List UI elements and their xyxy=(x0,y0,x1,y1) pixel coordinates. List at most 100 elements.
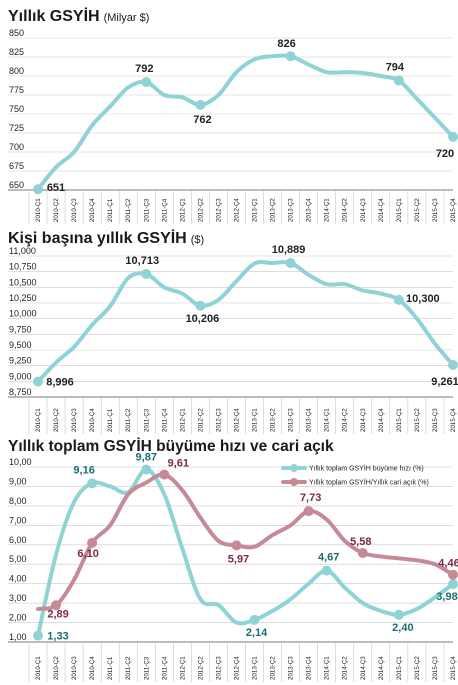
x-tick-label: 2015-Ç1 xyxy=(396,408,403,432)
data-label: 2,40 xyxy=(392,622,413,634)
x-tick-label: 2012-Ç4 xyxy=(233,656,240,680)
x-tick-label: 2011-Ç2 xyxy=(125,408,132,432)
data-label: 9,261 xyxy=(431,376,458,388)
data-point xyxy=(448,579,458,590)
data-point xyxy=(195,99,206,110)
x-tick-label: 2015-Ç4 xyxy=(450,198,457,222)
y-tick-label: 10,250 xyxy=(9,293,37,303)
x-tick-label: 2012-Ç2 xyxy=(197,198,204,222)
x-tick-label: 2013-Ç2 xyxy=(270,408,277,432)
y-tick-label: 10,750 xyxy=(9,262,37,272)
data-label: 10,206 xyxy=(186,313,220,325)
data-point xyxy=(33,184,43,195)
data-label: 4,46 xyxy=(438,558,458,570)
x-tick-label: 2014-Ç1 xyxy=(324,656,331,680)
data-point xyxy=(51,600,62,611)
x-tick-label: 2014-Ç3 xyxy=(360,656,367,680)
x-tick-label: 2011-Ç1 xyxy=(107,408,114,432)
y-tick-label: 2,00 xyxy=(9,613,27,623)
y-tick-label: 6,00 xyxy=(9,535,27,545)
data-point xyxy=(393,75,404,86)
x-tick-label: 2011-Ç3 xyxy=(143,198,150,222)
data-point xyxy=(141,268,152,279)
legend-marker xyxy=(290,464,298,472)
x-tick-label: 2010-Ç1 xyxy=(35,656,42,680)
y-tick-label: 7,00 xyxy=(9,515,27,525)
data-point xyxy=(448,569,458,580)
x-tick-label: 2014-Ç1 xyxy=(324,408,331,432)
chart-panel-3: Yıllık toplam GSYİH büyüme hızı ve cari … xyxy=(8,438,458,682)
x-tick-label: 2013-Ç1 xyxy=(252,656,259,680)
x-tick-label: 2012-Ç4 xyxy=(233,408,240,432)
data-label: 10,300 xyxy=(406,293,440,305)
x-tick-label: 2014-Ç2 xyxy=(342,408,349,432)
data-label: 5,58 xyxy=(350,536,371,548)
y-tick-label: 1,00 xyxy=(9,632,27,642)
x-tick-label: 2010-Ç2 xyxy=(53,408,60,432)
chart-unit: (Milyar $) xyxy=(104,12,150,24)
x-tick-label: 2011-Ç4 xyxy=(161,408,168,432)
x-tick-label: 2010-Ç3 xyxy=(71,408,78,432)
x-tick-label: 2013-Ç4 xyxy=(306,198,313,222)
y-tick-label: 750 xyxy=(9,104,24,114)
x-tick-label: 2012-Ç1 xyxy=(179,198,186,222)
data-point xyxy=(87,478,98,489)
data-point xyxy=(249,614,260,625)
x-tick-label: 2010-Ç1 xyxy=(35,408,42,432)
x-tick-label: 2015-Ç3 xyxy=(432,656,439,680)
x-tick-label: 2010-Ç4 xyxy=(89,408,96,432)
data-point xyxy=(33,376,43,387)
x-tick-label: 2014-Ç4 xyxy=(378,408,385,432)
data-point xyxy=(195,300,206,311)
y-tick-label: 8,00 xyxy=(9,496,27,506)
x-tick-label: 2015-Ç2 xyxy=(414,198,421,222)
x-tick-label: 2014-Ç2 xyxy=(342,198,349,222)
data-label: 10,713 xyxy=(125,255,159,267)
y-tick-label: 8,750 xyxy=(9,387,32,397)
x-tick-label: 2011-Ç2 xyxy=(125,656,132,680)
x-tick-label: 2014-Ç4 xyxy=(378,656,385,680)
x-tick-label: 2015-Ç1 xyxy=(396,198,403,222)
data-label: 7,73 xyxy=(300,492,321,504)
x-tick-label: 2015-Ç3 xyxy=(432,408,439,432)
data-label: 651 xyxy=(47,182,65,194)
data-point xyxy=(141,77,152,88)
chart-unit: ($) xyxy=(191,234,204,246)
data-label: 826 xyxy=(277,38,295,50)
chart-panel-2: Kişi başına yıllık GSYİH ($) 11,000 10,750 1… xyxy=(8,229,458,434)
chart-title-text: Yıllık GSYİH xyxy=(8,7,100,25)
x-tick-label: 2011-Ç4 xyxy=(161,656,168,680)
x-tick-label: 2014-Ç4 xyxy=(378,198,385,222)
x-tick-label: 2012-Ç1 xyxy=(179,408,186,432)
chart-title: Yıllık GSYİH (Milyar $) xyxy=(8,7,149,25)
x-tick-label: 2015-Ç1 xyxy=(396,656,403,680)
y-tick-label: 9,250 xyxy=(9,356,32,366)
x-tick-label: 2012-Ç3 xyxy=(215,198,222,222)
x-tick-label: 2015-Ç3 xyxy=(432,198,439,222)
x-tick-label: 2013-Ç2 xyxy=(270,656,277,680)
x-tick-label: 2012-Ç1 xyxy=(179,656,186,680)
x-tick-label: 2013-Ç1 xyxy=(252,198,259,222)
x-tick-label: 2015-Ç2 xyxy=(414,656,421,680)
x-tick-label: 2012-Ç3 xyxy=(215,656,222,680)
y-tick-label: 5,00 xyxy=(9,554,27,564)
y-tick-label: 800 xyxy=(9,66,24,76)
x-tick-label: 2012-Ç3 xyxy=(215,408,222,432)
y-tick-label: 675 xyxy=(9,161,24,171)
data-point xyxy=(285,51,296,62)
x-tick-label: 2011-Ç1 xyxy=(107,656,114,680)
y-tick-label: 650 xyxy=(9,180,24,190)
legend-marker xyxy=(290,478,298,486)
data-point xyxy=(448,131,458,142)
y-tick-label: 10,000 xyxy=(9,309,37,319)
x-tick-label: 2010-Ç2 xyxy=(53,198,60,222)
y-tick-label: 9,00 xyxy=(9,476,27,486)
x-tick-label: 2011-Ç3 xyxy=(143,656,150,680)
legend-label: Yıllık toplam GSYİH/Yıllık cari açık (%) xyxy=(309,478,429,487)
x-tick-label: 2014-Ç3 xyxy=(360,198,367,222)
x-tick-label: 2010-Ç1 xyxy=(35,198,42,222)
data-point xyxy=(393,609,404,620)
data-label: 1,33 xyxy=(47,631,68,643)
x-tick-label: 2013-Ç3 xyxy=(288,656,295,680)
